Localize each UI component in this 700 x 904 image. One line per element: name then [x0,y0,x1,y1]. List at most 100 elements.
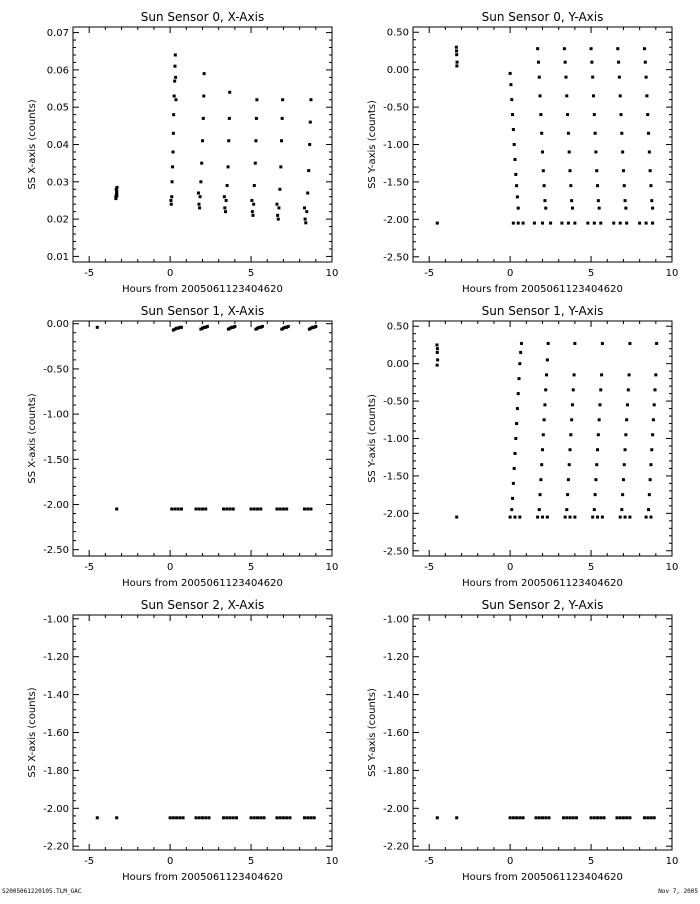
x-tick-label: 5 [588,562,594,573]
x-tick-label: 0 [167,562,173,573]
data-point [513,451,517,455]
data-point [172,113,176,117]
x-tick-label: 10 [326,856,339,867]
data-point [596,199,600,203]
data-point [644,75,648,79]
plot-frame [72,614,333,851]
data-point [620,508,624,512]
footer-right-label: Nov 7, 2005 [658,888,698,895]
data-point [651,206,655,210]
data-point [204,325,208,329]
data-point [543,199,547,203]
x-tick-label: -5 [84,268,94,279]
y-tick-label: 0.02 [47,215,69,226]
data-point [619,113,623,117]
data-point [589,816,593,820]
data-point [510,508,514,512]
data-point [537,508,541,512]
data-point [649,184,653,188]
footer-left-label: S2005061220105.TLM_GAC [2,888,82,895]
data-point [541,433,545,437]
data-point [170,507,174,511]
data-point [647,150,651,154]
data-point [253,161,257,165]
data-point [251,213,255,217]
data-point [202,72,206,76]
data-point [538,493,542,497]
data-point [222,195,226,199]
data-point [455,60,459,64]
data-point [304,221,308,225]
data-point [115,194,119,198]
x-axis-label: Hours from 2005061123404620 [122,284,283,295]
y-tick-label: 0.01 [47,252,69,263]
y-axis-label: SS X-axis (counts) [27,99,38,189]
data-point [228,90,232,94]
data-point [541,150,544,154]
data-point [312,816,316,820]
data-point [644,515,648,519]
data-point [227,116,231,120]
data-point [515,195,519,199]
data-point [303,217,307,221]
y-tick-label: -2.20 [43,842,69,853]
y-tick-label: 0.00 [387,65,409,76]
data-point [646,113,650,117]
data-point [644,221,648,225]
data-point [259,507,263,511]
data-point [591,94,595,98]
data-point [573,515,577,519]
data-point [511,113,515,117]
x-axis-label: Hours from 2005061123404620 [122,872,283,883]
data-point [541,169,545,173]
data-point [536,60,540,64]
data-point [306,191,310,195]
data-point [597,206,601,210]
data-point [539,113,543,117]
x-tick-label: 0 [507,268,513,279]
data-point [436,358,440,362]
data-point [516,392,520,396]
y-axis-label: SS Y-axis (counts) [367,688,378,777]
data-point [454,45,458,49]
data-point [231,507,235,511]
data-point [620,131,624,135]
data-point [201,816,204,820]
data-point [602,816,606,820]
plot-frame [72,26,333,263]
data-point [256,507,260,511]
data-point [628,341,632,345]
data-point [544,816,548,820]
data-point [571,388,575,392]
y-tick-label: 0.03 [47,177,69,188]
data-point [435,363,439,367]
data-point [256,326,260,330]
data-point [570,206,574,210]
chart-title: Sun Sensor 0, X-Axis [141,10,264,24]
data-point [545,373,549,377]
data-point [647,508,651,512]
y-tick-label: -2.00 [43,804,69,815]
data-point [309,507,313,511]
y-tick-label: 0.04 [47,140,69,151]
data-point [540,131,544,135]
data-point [625,403,629,407]
x-tick-label: 10 [666,562,679,573]
data-point [621,150,625,154]
data-point [508,71,512,75]
data-point [594,150,598,154]
plot-frame [72,320,333,557]
y-axis-label: SS X-axis (counts) [27,393,38,483]
data-point [511,816,515,820]
data-point [566,113,570,117]
x-tick-label: 5 [588,856,594,867]
chart-title: Sun Sensor 2, Y-Axis [482,598,604,612]
data-point [275,816,279,820]
data-point [649,463,653,467]
data-point [511,481,515,485]
y-tick-label: -1.80 [383,766,409,777]
data-point [302,206,306,210]
data-point [114,187,118,191]
data-point [174,75,178,79]
data-point [566,131,570,135]
